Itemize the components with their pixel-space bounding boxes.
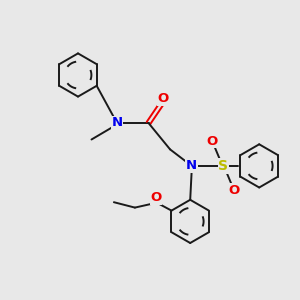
Text: O: O <box>158 92 169 106</box>
Text: O: O <box>207 135 218 148</box>
Text: N: N <box>111 116 123 130</box>
Text: S: S <box>218 159 228 173</box>
Text: N: N <box>186 159 197 172</box>
Text: O: O <box>150 191 161 204</box>
Text: O: O <box>228 184 240 197</box>
